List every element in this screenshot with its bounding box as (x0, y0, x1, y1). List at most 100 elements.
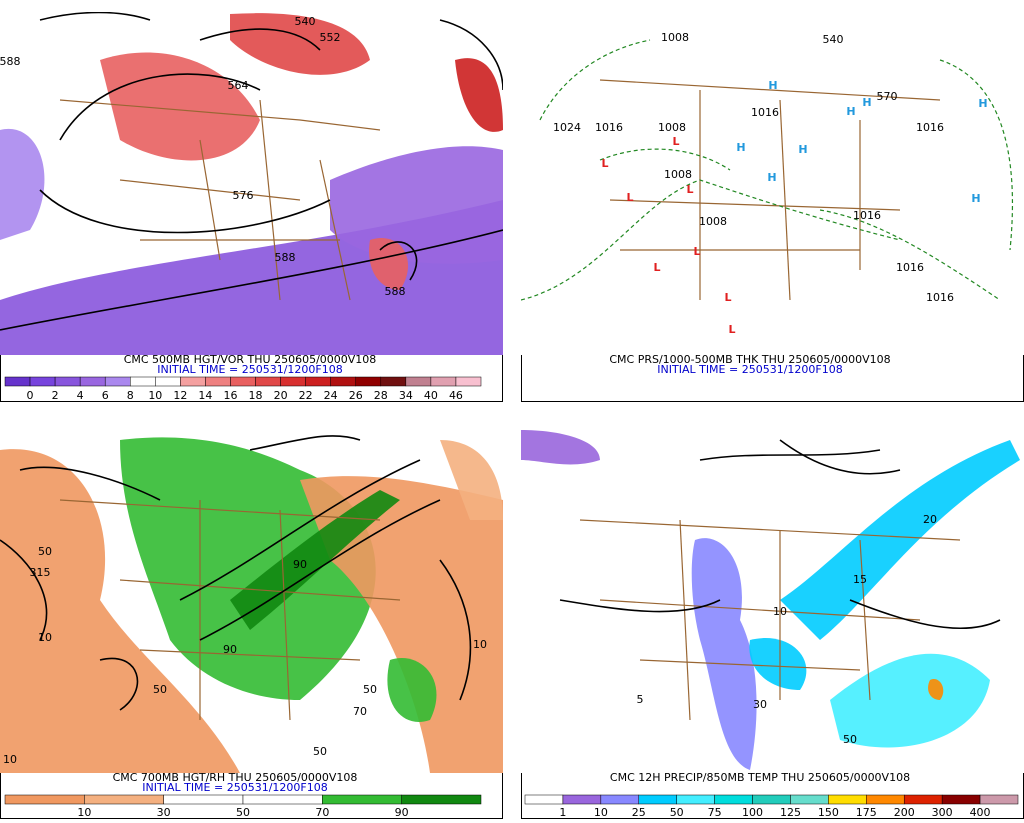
state-border (599, 79, 941, 101)
colorbar-segment (638, 794, 677, 805)
colorbar-label: 18 (249, 389, 263, 402)
state-border (599, 599, 921, 621)
colorbar-segment (866, 794, 905, 805)
state-border (119, 579, 401, 601)
contour (0, 229, 503, 331)
contour (249, 435, 361, 451)
colorbar-segment (330, 376, 356, 387)
colorbar-segment (430, 376, 457, 387)
colorbar-label: 90 (395, 806, 409, 819)
low-marker: L (653, 261, 660, 274)
contour-label: 540 (823, 33, 844, 46)
contour-label: 1008 (661, 31, 689, 44)
colorbar-segment (401, 794, 482, 805)
contour-label: 1016 (595, 121, 623, 134)
colorbar-label: 200 (894, 806, 915, 819)
colorbar-segment (941, 794, 981, 805)
contour (179, 459, 421, 601)
colorbar-label: 40 (424, 389, 438, 402)
contour-label: 540 (295, 15, 316, 28)
contour (0, 539, 48, 641)
contour (539, 39, 651, 121)
contour (199, 28, 321, 51)
shading (830, 653, 990, 748)
colorbar-label: 50 (670, 806, 684, 819)
contour (439, 19, 503, 91)
colorbar-label: 24 (324, 389, 338, 402)
low-marker: L (626, 191, 633, 204)
colorbar-segment (322, 794, 402, 805)
contour (99, 657, 139, 711)
high-marker: H (846, 105, 855, 118)
shading (100, 52, 260, 161)
contour-label: 315 (30, 566, 51, 579)
state-border (609, 199, 901, 211)
colorbar-label: 1 (559, 806, 566, 819)
colorbar-segment (4, 376, 31, 387)
shading (0, 449, 240, 773)
colorbar-segment (84, 794, 164, 805)
colorbar-label: 14 (198, 389, 212, 402)
colorbar-label: 26 (349, 389, 363, 402)
contour-label: 552 (320, 31, 341, 44)
colorbar-segment (242, 794, 323, 805)
colorbar-label: 125 (780, 806, 801, 819)
initial-time: INITIAL TIME = 250531/1200F108 (657, 363, 842, 376)
contour (59, 73, 261, 141)
contour (521, 179, 901, 301)
shading (928, 679, 944, 700)
low-marker: L (672, 135, 679, 148)
caption: CMC 500MB HGT/VOR THU 250605/0000V108 (124, 353, 377, 366)
high-marker: H (798, 143, 807, 156)
colorbar-segment (600, 794, 640, 805)
colorbar-label: 10 (594, 806, 608, 819)
map: 10 15 20 5 30 50 (521, 430, 1024, 773)
colorbar-segment (380, 376, 407, 387)
colorbar-label: 70 (315, 806, 329, 819)
caption: CMC 700MB HGT/RH THU 250605/0000V108 (113, 771, 358, 784)
shading (455, 58, 503, 132)
map-bg (521, 0, 1024, 355)
contour (599, 148, 731, 171)
low-marker: L (601, 157, 608, 170)
colorbar-segment (155, 376, 181, 387)
contour (939, 59, 1013, 251)
contour-label: 50 (843, 733, 857, 746)
contour-label: 50 (363, 683, 377, 696)
contour-label: 50 (153, 683, 167, 696)
colorbar-segment (752, 794, 791, 805)
state-border (679, 519, 691, 721)
colorbar-segment (305, 376, 331, 387)
state-border (59, 99, 381, 131)
shading (749, 638, 807, 690)
colorbar-segment (205, 376, 231, 387)
caption: CMC PRS/1000-500MB THK THU 250605/0000V1… (609, 353, 890, 366)
map: 540 552 564 576 588 588 588 (0, 12, 503, 355)
contour-label: 1016 (916, 121, 944, 134)
contour-label: 15 (853, 573, 867, 586)
contour (439, 559, 472, 701)
colorbar-segment (790, 794, 829, 805)
colorbar-segment (230, 376, 256, 387)
contour-label: 1008 (699, 215, 727, 228)
state-border (639, 659, 861, 671)
contour-label: 1008 (658, 121, 686, 134)
high-marker: H (862, 96, 871, 109)
contour (849, 599, 1001, 630)
colorbar-label: 12 (173, 389, 187, 402)
contour-label: 588 (0, 55, 21, 68)
colorbar-label: 25 (632, 806, 646, 819)
shading (440, 440, 503, 520)
shading (300, 476, 503, 773)
contour-label: 30 (753, 698, 767, 711)
contour-label: 50 (313, 745, 327, 758)
contour-label: 70 (353, 705, 367, 718)
colorbar-segment (714, 794, 753, 805)
state-border (859, 539, 871, 701)
colorbar-label: 2 (52, 389, 59, 402)
shading (691, 538, 757, 770)
colorbar-segment (979, 794, 1019, 805)
colorbar-segment (163, 794, 244, 805)
shading (0, 128, 45, 240)
